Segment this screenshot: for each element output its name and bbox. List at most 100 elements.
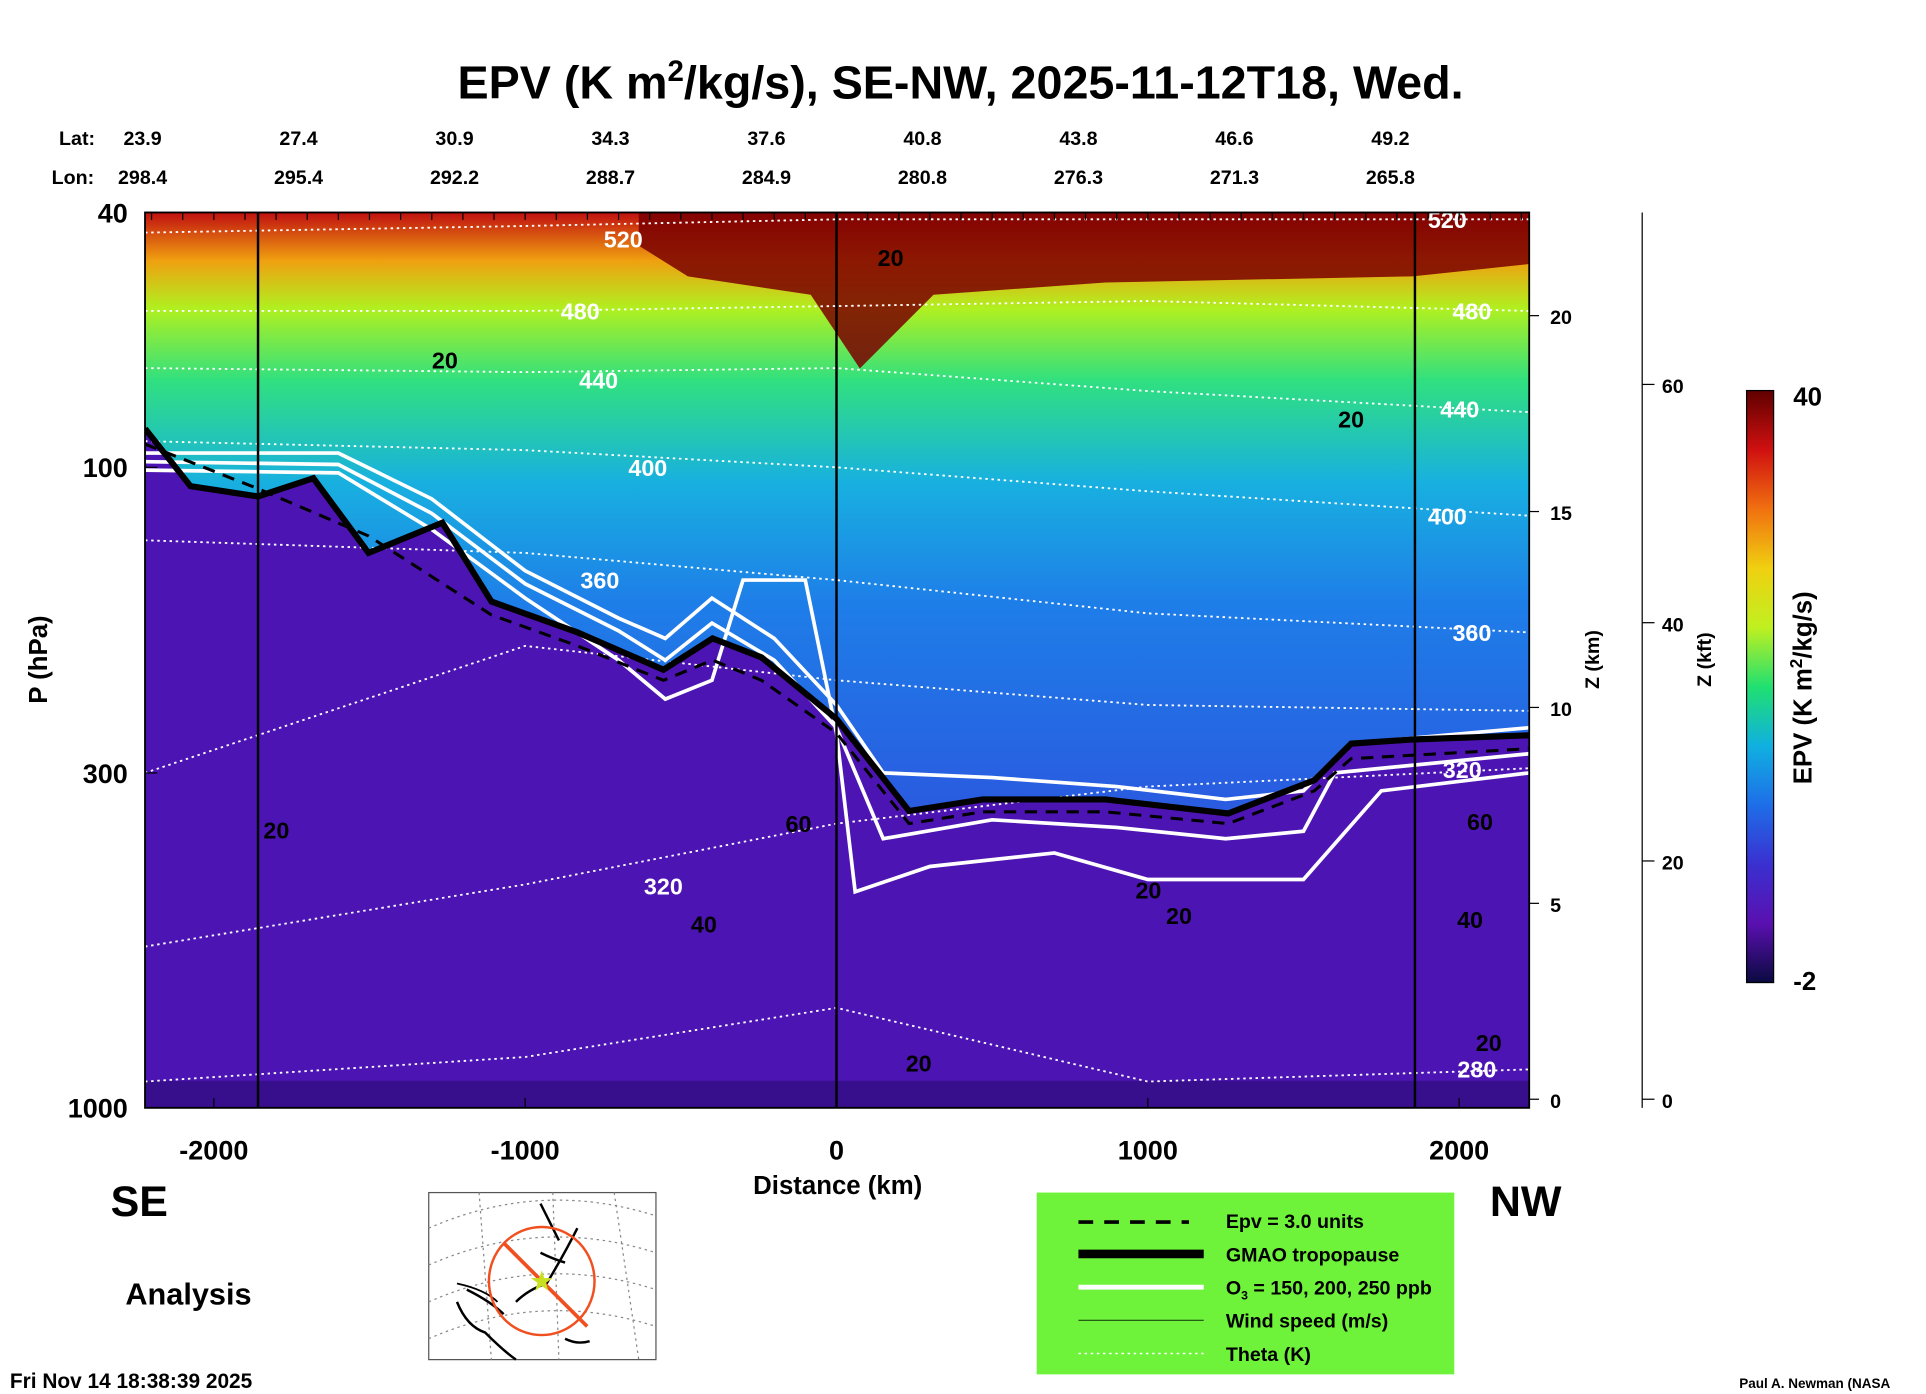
latitude-value: 43.8 — [1059, 128, 1097, 150]
wind-speed-label: 20 — [432, 348, 458, 374]
chart-title: EPV (K m2/kg/s), SE-NW, 2025-11-12T18, W… — [458, 55, 1464, 108]
z-km-tick-label: 5 — [1550, 895, 1561, 917]
z-kft-tick-label: 20 — [1662, 853, 1684, 875]
center-star-icon: ★ — [531, 1269, 554, 1296]
colorbar-label: EPV (K m2/kg/s) — [1786, 591, 1818, 784]
colorbar — [1745, 389, 1775, 984]
legend-epv: Epv = 3.0 units — [1226, 1211, 1364, 1233]
longitude-value: 292.2 — [430, 167, 479, 189]
latitude-value: 40.8 — [903, 128, 941, 150]
theta-label: 400 — [628, 455, 667, 481]
z-kft-axis-label: Z (kft) — [1694, 632, 1716, 687]
legend: Epv = 3.0 units GMAO tropopause O3 = 150… — [1036, 1192, 1455, 1375]
lat-lon-row: 23.9 298.4 27.4 295.4 30.9 292.2 34.3 288.7 37.6… — [118, 128, 1415, 189]
high-epv-region — [638, 212, 1530, 369]
nw-direction-label: NW — [1490, 1178, 1562, 1226]
credit: Paul A. Newman (NASA — [1739, 1376, 1890, 1391]
plot-frame — [144, 211, 1531, 1109]
z-kft-tick-label: 60 — [1662, 376, 1684, 398]
y-tick-label: 1000 — [68, 1094, 128, 1124]
latitude-value: 37.6 — [747, 128, 785, 150]
wind-speed-label: 40 — [1457, 907, 1483, 933]
latitude-value: 46.6 — [1215, 128, 1253, 150]
theta-label: 280 — [1457, 1057, 1496, 1083]
x-tick-label: -1000 — [491, 1135, 560, 1165]
z-kft-tick-label: 40 — [1662, 614, 1684, 636]
longitude-value: 265.8 — [1366, 167, 1415, 189]
y-tick-label: 40 — [98, 198, 128, 228]
longitude-value: 288.7 — [586, 167, 635, 189]
x-tick-label: 1000 — [1118, 1135, 1178, 1165]
legend-theta: Theta (K) — [1226, 1344, 1311, 1366]
range-circle-icon — [487, 1225, 596, 1337]
longitude-value: 295.4 — [274, 167, 323, 189]
y-axis-label: P (hPa) — [25, 615, 53, 703]
longitude-value: 298.4 — [118, 167, 167, 189]
lon-label: Lon: — [52, 167, 95, 189]
longitude-value: 271.3 — [1210, 167, 1259, 189]
wind-speed-label: 20 — [263, 817, 289, 843]
theta-label: 480 — [1452, 299, 1491, 325]
theta-label: 320 — [644, 873, 683, 899]
theta-label: 520 — [604, 227, 643, 253]
x-tick-label: 2000 — [1429, 1135, 1489, 1165]
analysis-label: Analysis — [125, 1276, 251, 1311]
gmao-tropopause-line — [145, 426, 1530, 817]
o3-contour-150 — [145, 451, 1530, 802]
x-tick-label: -2000 — [179, 1135, 248, 1165]
timestamp: Fri Nov 14 18:38:39 2025 — [10, 1370, 253, 1393]
z-km-tick-label: 20 — [1550, 307, 1572, 329]
wind-speed-label: 60 — [1467, 809, 1493, 835]
wind-speed-label: 20 — [1338, 406, 1364, 432]
legend-o3: O3 = 150, 200, 250 ppb — [1226, 1278, 1432, 1303]
theta-line-360 — [145, 539, 1530, 634]
y-tick-label: 300 — [83, 759, 128, 789]
theta-label: 360 — [1452, 620, 1491, 646]
theta-line-520 — [145, 218, 1530, 234]
x-tick-label: 0 — [829, 1135, 844, 1165]
legend-tropopause: GMAO tropopause — [1226, 1244, 1400, 1266]
longitude-value: 284.9 — [742, 167, 791, 189]
z-km-tick-label: 15 — [1550, 503, 1572, 525]
latitude-value: 49.2 — [1371, 128, 1409, 150]
colorbar-max-label: 40 — [1793, 383, 1822, 411]
latitude-value: 23.9 — [123, 128, 161, 150]
theta-label: 400 — [1428, 503, 1467, 529]
z-kft-tick-label: 0 — [1662, 1091, 1673, 1113]
section-line-icon — [502, 1241, 589, 1328]
z-km-axis-label: Z (km) — [1582, 630, 1604, 689]
wind-speed-label: 60 — [786, 811, 812, 837]
wind-speed-label: 20 — [1135, 878, 1161, 904]
lat-label: Lat: — [59, 128, 95, 150]
o3-contour-250 — [145, 468, 1530, 895]
latitude-value: 30.9 — [435, 128, 473, 150]
theta-label: 520 — [1428, 207, 1467, 233]
theta-line-480 — [145, 300, 1530, 312]
wind-speed-label: 40 — [691, 911, 717, 937]
theta-line-400 — [145, 440, 1530, 517]
y-tick-label: 100 — [83, 453, 128, 483]
epv-3-units-line — [145, 442, 1530, 826]
theta-label: 480 — [561, 299, 600, 325]
latitude-value: 27.4 — [279, 128, 317, 150]
z-km-tick-label: 0 — [1550, 1091, 1561, 1113]
x-axis-label: Distance (km) — [753, 1172, 922, 1200]
longitude-value: 280.8 — [898, 167, 947, 189]
wind-speed-label: 20 — [1166, 903, 1192, 929]
wind-speed-label: 20 — [1476, 1030, 1502, 1056]
theta-line-440 — [145, 367, 1530, 414]
legend-wind: Wind speed (m/s) — [1226, 1311, 1388, 1333]
latitude-value: 34.3 — [591, 128, 629, 150]
se-direction-label: SE — [111, 1178, 168, 1226]
wind-speed-label: 20 — [906, 1051, 932, 1077]
wind-speed-label: 20 — [878, 245, 904, 271]
theta-label: 440 — [1440, 396, 1479, 422]
theta-label: 440 — [579, 367, 618, 393]
theta-label: 320 — [1443, 757, 1482, 783]
location-map: ★ — [428, 1191, 657, 1361]
theta-label: 360 — [580, 568, 619, 594]
colorbar-min-label: -2 — [1793, 968, 1816, 996]
longitude-value: 276.3 — [1054, 167, 1103, 189]
